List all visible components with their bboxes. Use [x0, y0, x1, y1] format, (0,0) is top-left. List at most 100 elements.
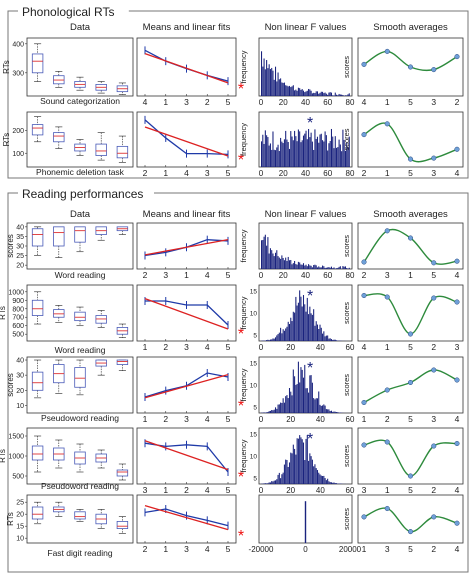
- means-xtick-label: 1: [163, 168, 168, 178]
- hist-bar: [325, 409, 327, 413]
- hist-bar: [266, 245, 268, 269]
- box-body: [116, 521, 129, 530]
- hist-bar: [276, 147, 278, 167]
- hist-bar: [287, 86, 289, 96]
- smooth-point: [384, 439, 390, 445]
- linear-fit-line: [144, 126, 229, 157]
- hist-bar: [315, 265, 317, 269]
- hist-bar: [280, 137, 282, 167]
- smooth-point: [361, 292, 367, 299]
- hist-bar: [306, 90, 308, 96]
- hist-bar: [311, 267, 313, 269]
- significance-star: *: [238, 469, 244, 486]
- box-ytick-label: 10: [16, 536, 24, 543]
- column-title: Non linear F values: [265, 209, 347, 220]
- means-xtick-label: 2: [143, 168, 148, 178]
- hist-bar: [329, 338, 331, 341]
- hist-bar: [325, 480, 327, 484]
- hist-bar: [287, 398, 289, 413]
- smooth-xtick-label: 2: [431, 485, 436, 495]
- hist-ytick-label: 15: [250, 361, 258, 368]
- hist-bar: [325, 135, 327, 167]
- smooth-point: [361, 61, 367, 67]
- significance-star: *: [238, 528, 244, 545]
- box-ytick-label: 40: [16, 358, 24, 365]
- hist-bar: [306, 266, 308, 269]
- hist-bar: [296, 383, 298, 413]
- linear-fit-line: [144, 440, 229, 471]
- hist-xtick-label: 0: [259, 271, 264, 280]
- hist-bar: [305, 311, 307, 341]
- hist-bar: [300, 437, 302, 484]
- hist-bar: [304, 265, 306, 269]
- hist-bar: [327, 335, 329, 341]
- hist-bar: [267, 68, 269, 96]
- hist-xtick-label: 0: [303, 545, 308, 554]
- hist-bar: [315, 138, 317, 167]
- hist-bar: [332, 268, 334, 269]
- hist-bar: [342, 266, 344, 269]
- hist-bar: [267, 137, 269, 167]
- hist-bar: [328, 338, 330, 341]
- hist-bar: [266, 412, 268, 413]
- means-xtick-label: 1: [184, 270, 189, 280]
- smooth-point: [431, 67, 437, 73]
- hist-bar: [302, 442, 305, 484]
- hist-bar: [333, 95, 335, 96]
- hist-bar: [286, 326, 288, 341]
- means-xtick-label: 2: [163, 342, 168, 352]
- section-frame: [7, 192, 469, 573]
- hist-bar: [339, 144, 341, 167]
- smooth-point: [454, 258, 460, 264]
- smooth-xtick-label: 3: [431, 414, 436, 424]
- smooth-xtick-label: 1: [362, 544, 367, 554]
- hist-bar: [301, 264, 303, 269]
- row-label: Sound categorization: [40, 96, 120, 106]
- hist-bar: [309, 265, 311, 269]
- smooth-point: [407, 156, 414, 162]
- smooth-ylabel: scores: [342, 302, 351, 324]
- hist-bar: [309, 375, 311, 413]
- smooth-xtick-label: 1: [385, 97, 390, 107]
- means-xtick-label: 4: [184, 168, 189, 178]
- hist-bar: [334, 136, 336, 167]
- hist-bar: [261, 141, 263, 167]
- hist-bar: [282, 398, 284, 413]
- means-xtick-label: 1: [163, 544, 168, 554]
- hist-bar: [295, 296, 297, 341]
- smooth-point: [454, 440, 460, 447]
- hist-bar: [320, 475, 322, 484]
- smooth-xtick-label: 3: [455, 342, 460, 352]
- hist-bar: [329, 411, 331, 413]
- hist-bar: [342, 95, 344, 96]
- hist-bar: [277, 256, 279, 269]
- box-body: [53, 226, 65, 247]
- smooth-point: [407, 331, 414, 337]
- smooth-xtick-label: 5: [431, 270, 436, 280]
- hist-bar: [268, 253, 270, 269]
- hist-xtick-label: 20: [279, 169, 288, 178]
- hist-ylabel: frequency: [239, 50, 248, 83]
- hist-bar: [288, 324, 291, 341]
- box-ytick-label: 300: [12, 70, 24, 77]
- hist-bar: [318, 266, 320, 269]
- means-xtick-label: 5: [226, 97, 231, 107]
- hist-xtick-label: 0: [259, 415, 264, 424]
- hist-bar: [324, 478, 326, 484]
- hist-bar: [264, 69, 266, 96]
- column-title: Means and linear fits: [143, 22, 231, 33]
- hist-bar: [338, 93, 340, 96]
- hist-bar: [300, 264, 302, 269]
- hist-xtick-label: 20: [286, 343, 295, 352]
- hist-bar: [338, 139, 340, 167]
- hist-bar: [325, 93, 327, 96]
- smooth-xtick-label: 4: [455, 270, 460, 280]
- hist-bar: [347, 94, 349, 96]
- row-label: Fast digit reading: [47, 548, 112, 558]
- hist-bar: [268, 64, 270, 96]
- hist-bar: [283, 330, 285, 341]
- hist-bar: [346, 95, 348, 96]
- smooth-point: [384, 228, 390, 234]
- hist-bar: [322, 265, 324, 269]
- smooth-xtick-label: 5: [408, 168, 413, 178]
